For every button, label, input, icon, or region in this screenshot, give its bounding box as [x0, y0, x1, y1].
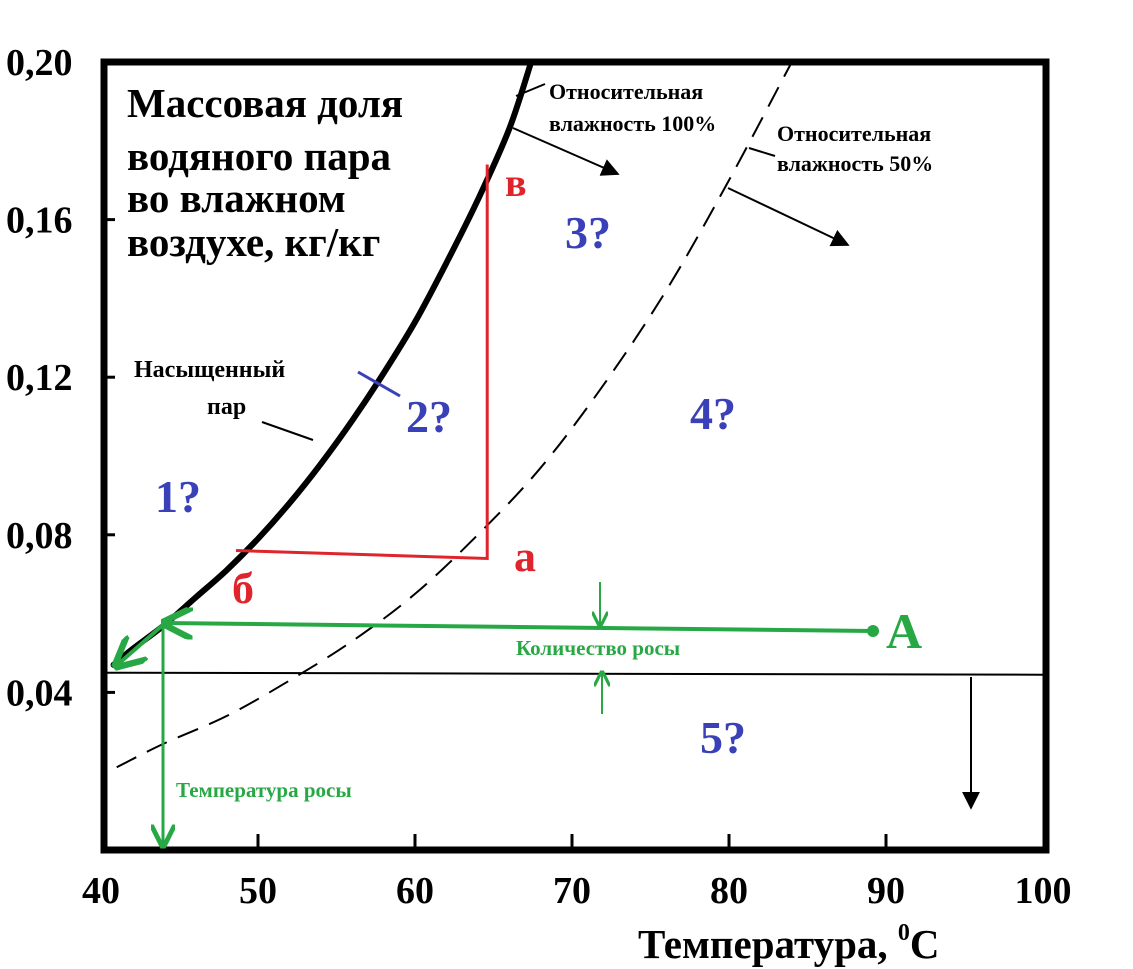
point-a-label: а	[514, 532, 536, 581]
region-2-label: 2?	[406, 391, 452, 442]
rh100-tick	[515, 83, 546, 97]
rh100-label-1: Относительная	[549, 79, 703, 104]
cooling-arrow	[164, 623, 874, 631]
dew-temperature-label: Температура росы	[176, 778, 352, 802]
region-2-pointer	[357, 370, 401, 398]
x-tick-label: 80	[710, 870, 748, 912]
x-axis-label: Температура, 0С	[638, 920, 939, 967]
title-line-1: Массовая доля	[127, 80, 403, 126]
rh50-curve	[116, 61, 793, 769]
condensation-arrow	[116, 622, 166, 666]
x-axis-label-unit: С	[910, 921, 940, 967]
title-line-3: во влажном	[127, 175, 346, 221]
point-A-label: A	[886, 603, 922, 659]
y-tick-label: 0,08	[6, 515, 73, 557]
region-5-label: 5?	[700, 712, 746, 763]
region-1-label: 1?	[155, 471, 201, 522]
rh50-tick	[748, 147, 776, 157]
process-path	[235, 164, 489, 560]
x-tick-label: 40	[82, 870, 120, 912]
plot-frame	[100, 58, 1050, 854]
x-tick-label: 70	[553, 870, 591, 912]
rh50-label-1: Относительная	[777, 121, 931, 146]
x-tick-label: 90	[867, 870, 905, 912]
rh100-pointer	[512, 127, 620, 176]
saturated-label-1: Насыщенный	[134, 357, 285, 383]
y-tick-label: 0,04	[6, 672, 73, 714]
dew-amount-label: Количество росы	[516, 636, 680, 660]
point-v-label: в	[505, 160, 527, 205]
chart-title: Массовая доля водяного пара во влажном в…	[127, 80, 413, 265]
y-tick-label: 0,12	[6, 357, 73, 399]
y-axis-ticks: 0,04 0,08 0,12 0,16 0,20	[6, 42, 115, 714]
x-axis-label-sup: 0	[898, 920, 910, 946]
saturated-label-2: пар	[207, 394, 246, 420]
humidity-level-line	[100, 671, 1044, 676]
rh50-pointer	[727, 187, 850, 247]
x-axis-ticks: 40 50 60 70 80 90 100	[82, 834, 1072, 912]
saturated-pointer	[261, 421, 314, 441]
y-tick-label: 0,16	[6, 200, 73, 242]
x-tick-label: 100	[1015, 870, 1072, 912]
x-tick-label: 60	[396, 870, 434, 912]
region-3-label: 3?	[565, 207, 611, 258]
title-line-2: водяного пара	[127, 133, 391, 179]
rh100-label-2: влажность 100%	[549, 111, 716, 136]
y-tick-label: 0,20	[6, 42, 73, 84]
point-A-marker	[867, 625, 879, 637]
region-4-label: 4?	[690, 388, 736, 439]
point-b-label: б	[232, 564, 254, 613]
x-tick-label: 50	[239, 870, 277, 912]
title-line-4: воздухе, кг/кг	[127, 219, 380, 265]
x-axis-label-main: Температура,	[638, 921, 898, 967]
rh50-label-2: влажность 50%	[777, 151, 933, 176]
